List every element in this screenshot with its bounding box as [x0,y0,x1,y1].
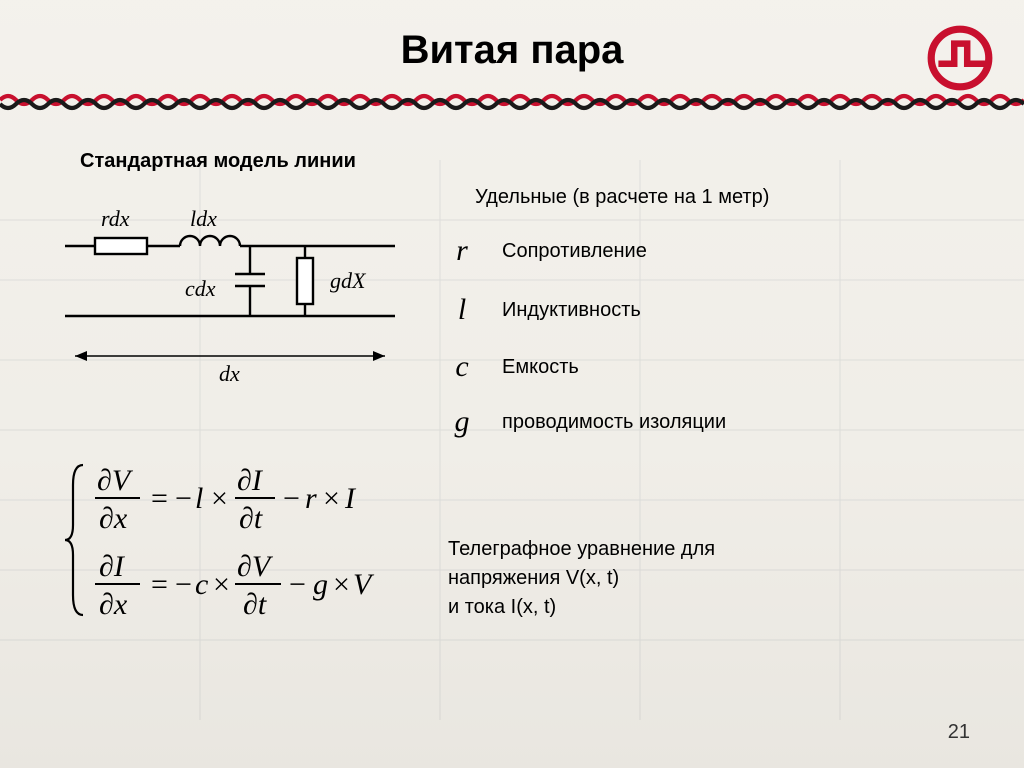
svg-text:×: × [323,482,340,515]
svg-text:V: V [353,568,375,601]
svg-text:=: = [151,482,168,515]
param-row-r: r Сопротивление [450,234,647,268]
circuit-label-g: gdX [330,268,367,293]
param-symbol: r [450,234,474,268]
transmission-line-circuit: rdx ldx cdx gdX dx [55,196,405,386]
svg-text:−: − [289,568,306,601]
eq-caption-line: Телеграфное уравнение для [448,535,715,564]
svg-text:×: × [333,568,350,601]
param-row-g: g проводимость изоляции [450,405,726,439]
param-row-c: c Емкость [450,350,579,384]
svg-text:∂t: ∂t [243,588,267,621]
param-label: Сопротивление [502,240,647,263]
svg-text:I: I [344,482,357,515]
svg-text:=: = [151,568,168,601]
svg-text:c: c [195,568,208,601]
param-label: Индуктивность [502,299,641,322]
svg-text:−: − [175,568,192,601]
params-header: Удельные (в расчете на 1 метр) [475,186,769,209]
svg-text:×: × [213,568,230,601]
telegraph-equations: ∂V ∂x = − l × ∂I ∂t − r × I ∂I ∂x = − c … [65,450,435,630]
svg-text:∂t: ∂t [239,502,263,535]
equation-caption: Телеграфное уравнение для напряжения V(x… [448,535,715,622]
svg-text:∂I: ∂I [99,550,126,583]
circuit-label-l: ldx [190,206,217,231]
logo-icon [924,22,996,94]
param-symbol: g [450,405,474,439]
svg-text:∂I: ∂I [237,464,264,497]
param-row-l: l Индуктивность [450,293,641,327]
model-subtitle: Стандартная модель линии [80,150,356,173]
param-symbol: l [450,293,474,327]
svg-text:l: l [195,482,203,515]
svg-text:g: g [313,568,328,601]
twisted-pair-divider-icon [0,90,1024,114]
param-label: проводимость изоляции [502,411,726,434]
svg-text:∂V: ∂V [237,550,274,583]
circuit-label-dx: dx [219,361,240,386]
circuit-label-r: rdx [101,206,130,231]
param-label: Емкость [502,356,579,379]
svg-text:∂V: ∂V [97,464,134,497]
page-number: 21 [948,721,970,744]
svg-text:−: − [175,482,192,515]
circuit-label-c: cdx [185,276,216,301]
svg-text:∂x: ∂x [99,588,128,621]
svg-text:−: − [283,482,300,515]
eq-caption-line: и тока I(x, t) [448,593,715,622]
svg-text:r: r [305,482,317,515]
page-title: Витая пара [0,28,1024,73]
param-symbol: c [450,350,474,384]
eq-caption-line: напряжения V(x, t) [448,564,715,593]
svg-text:×: × [211,482,228,515]
svg-text:∂x: ∂x [99,502,128,535]
